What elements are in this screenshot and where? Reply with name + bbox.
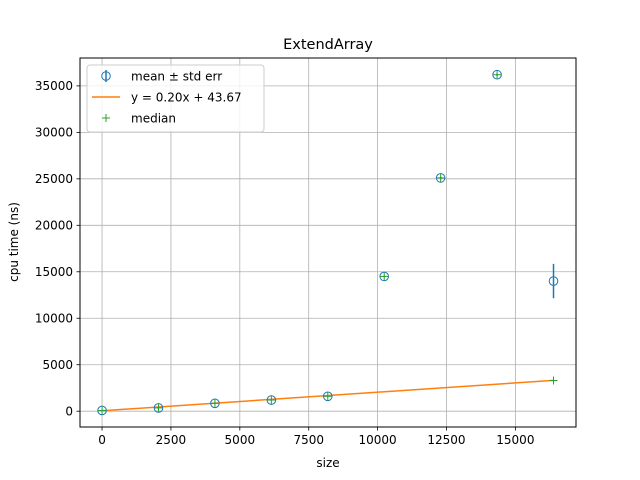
y-axis-label: cpu time (ns) (7, 202, 21, 282)
chart-title: ExtendArray (283, 37, 373, 53)
median-point (323, 392, 332, 401)
median-point (210, 399, 219, 408)
median-point (154, 403, 163, 412)
mean-point (153, 403, 164, 413)
plot-data (97, 69, 559, 416)
median-point (436, 173, 445, 182)
mean-point (210, 398, 220, 409)
plot-area-frame (79, 57, 577, 428)
x-tick-label: 12500 (427, 433, 465, 447)
median-point (380, 272, 389, 281)
x-axis-label: size (316, 456, 339, 470)
y-tick-label: 25000 (35, 172, 73, 186)
y-tick-label: 30000 (35, 126, 73, 140)
median-point (549, 376, 558, 385)
mean-point (548, 276, 559, 286)
y-tick-label: 20000 (35, 219, 73, 233)
legend-label-mean: mean ± std err (131, 70, 222, 84)
mean-point (492, 69, 502, 80)
legend-plus-icon (102, 114, 110, 122)
mean-point (322, 391, 333, 402)
x-tick-label: 10000 (359, 433, 397, 447)
legend-errorbar-icon (101, 70, 111, 82)
mean-point (97, 405, 107, 416)
y-tick-label: 10000 (35, 312, 73, 326)
mean-point (266, 395, 277, 405)
mean-point (379, 271, 390, 282)
legend: mean ± std err y = 0.20x + 43.67 median (86, 64, 265, 133)
legend-box (86, 64, 265, 133)
median-point (267, 396, 276, 405)
median-point (493, 70, 502, 79)
axis-ticks: 0 2500 5000 7500 10000 12500 15000 0 5000 10000 15… (35, 79, 535, 447)
x-tick-label: 7500 (293, 433, 324, 447)
mean-point (435, 173, 446, 183)
legend-label-median: median (131, 112, 176, 126)
y-tick-label: 0 (65, 404, 73, 418)
x-tick-label: 15000 (496, 433, 534, 447)
y-tick-label: 35000 (35, 79, 73, 93)
y-tick-label: 15000 (35, 265, 73, 279)
legend-label-fit: y = 0.20x + 43.67 (131, 91, 242, 105)
x-tick-label: 5000 (225, 433, 256, 447)
y-tick-label: 5000 (42, 358, 73, 372)
x-tick-label: 0 (98, 433, 106, 447)
x-tick-label: 2500 (156, 433, 187, 447)
median-point (98, 406, 107, 415)
